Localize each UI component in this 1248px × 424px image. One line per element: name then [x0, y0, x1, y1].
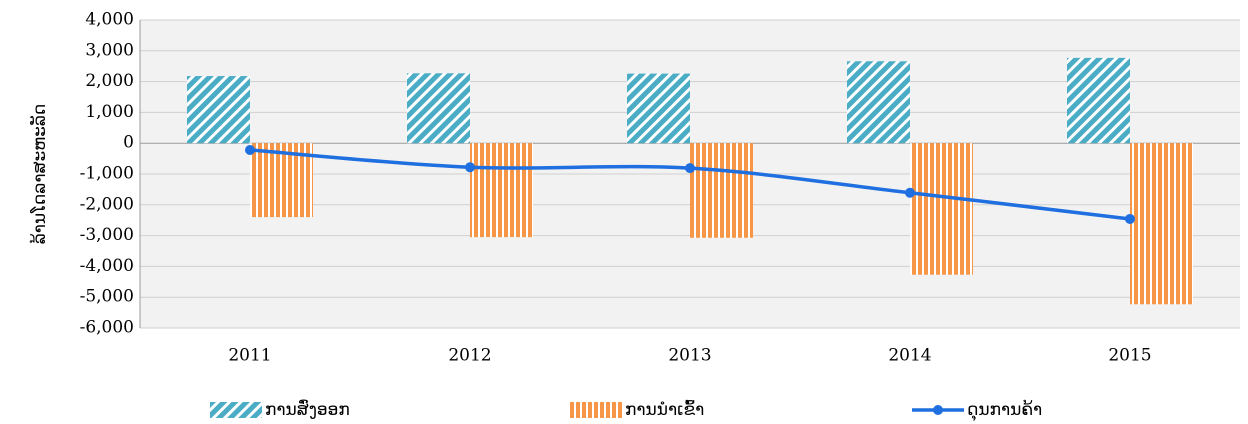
y-tick-label: 3,000: [85, 40, 134, 60]
x-tick-label: 2011: [228, 346, 271, 366]
line-point: [245, 144, 255, 155]
line-point: [685, 163, 695, 174]
legend-swatch: [570, 402, 622, 418]
bar: [847, 61, 910, 144]
line-point: [1125, 213, 1135, 224]
bar: [690, 143, 753, 238]
bar: [627, 73, 690, 144]
y-tick-label: 2,000: [85, 71, 134, 91]
y-axis-label: ລ້ານໂດລາສະຫະລັດ: [28, 104, 50, 245]
legend-label: ການສົ່ງອອກ: [265, 398, 350, 420]
y-tick-label: -2,000: [80, 194, 134, 214]
y-tick-label: 4,000: [85, 10, 134, 30]
legend-label: ດຸນການຄ້າ: [967, 399, 1042, 422]
y-tick-label: -1,000: [80, 164, 134, 184]
bar: [1067, 57, 1130, 144]
x-tick-label: 2012: [448, 346, 491, 366]
bar: [407, 73, 470, 144]
y-tick-label: -4,000: [80, 256, 134, 276]
bar: [470, 143, 533, 238]
legend-swatch: [933, 405, 943, 415]
legend-swatch: [210, 402, 262, 418]
y-tick-label: 1,000: [85, 102, 134, 122]
y-tick-label: -6,000: [80, 318, 134, 338]
bar: [187, 76, 250, 144]
bar: [910, 143, 973, 275]
line-point: [465, 162, 475, 173]
bar: [1130, 143, 1193, 305]
x-tick-label: 2015: [1108, 346, 1151, 366]
line-point: [905, 187, 915, 198]
x-tick-label: 2014: [888, 346, 931, 366]
y-tick-label: -3,000: [80, 225, 134, 245]
x-tick-label: 2013: [668, 346, 711, 366]
y-tick-label: 0: [123, 133, 134, 153]
legend-label: ການນຳເຂົ້າ: [625, 398, 704, 420]
y-tick-label: -5,000: [80, 287, 134, 307]
